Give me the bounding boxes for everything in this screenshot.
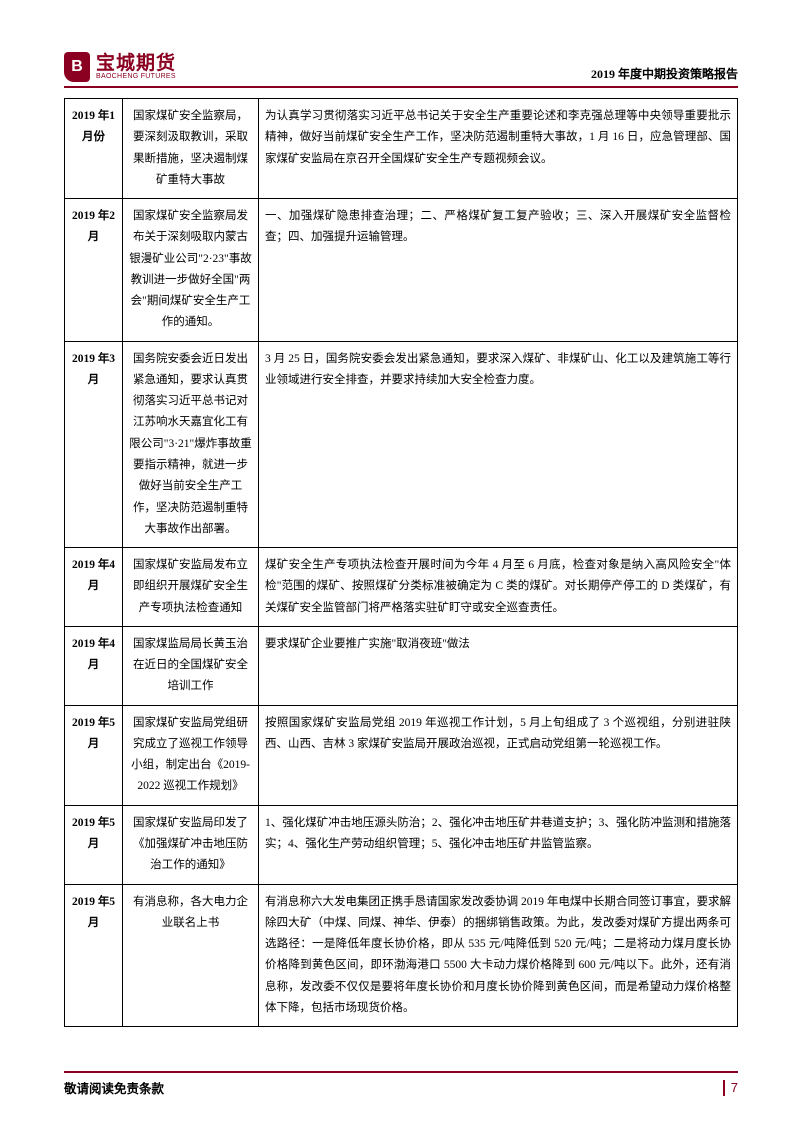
cell-title: 国家煤矿安全监察局发布关于深刻吸取内蒙古银漫矿业公司"2·23"事故教训进一步做… [123,199,259,342]
cell-body: 3 月 25 日，国务院安委会发出紧急通知，要求深入煤矿、非煤矿山、化工以及建筑… [259,341,738,547]
table-row: 2019 年2 月国家煤矿安全监察局发布关于深刻吸取内蒙古银漫矿业公司"2·23… [65,199,738,342]
table-row: 2019 年1 月份国家煤矿安全监察局，要深刻汲取教训，采取果断措施，坚决遏制煤… [65,99,738,199]
page-number: 7 [723,1080,738,1096]
page-number-value: 7 [731,1080,738,1095]
cell-body: 一、加强煤矿隐患排查治理；二、严格煤矿复工复产验收；三、深入开展煤矿安全监督检查… [259,199,738,342]
logo-mark-icon: B [64,52,90,82]
cell-title: 国家煤矿安监局印发了《加强煤矿冲击地压防治工作的通知》 [123,805,259,884]
cell-body: 煤矿安全生产专项执法检查开展时间为今年 4 月至 6 月底，检查对象是纳入高风险… [259,548,738,627]
logo-en: BAOCHENG FUTURES [96,73,176,80]
logo-cn: 宝城期货 [96,54,176,73]
table-row: 2019 年5 月国家煤矿安监局党组研究成立了巡视工作领导小组，制定出台《201… [65,705,738,805]
cell-date: 2019 年5 月 [65,705,123,805]
cell-title: 国务院安委会近日发出紧急通知，要求认真贯彻落实习近平总书记对江苏响水天嘉宜化工有… [123,341,259,547]
cell-body: 要求煤矿企业要推广实施"取消夜班"做法 [259,626,738,705]
cell-body: 有消息称六大发电集团正携手恳请国家发改委协调 2019 年电煤中长期合同签订事宜… [259,884,738,1027]
logo-text: 宝城期货 BAOCHENG FUTURES [96,54,176,80]
cell-date: 2019 年1 月份 [65,99,123,199]
page-header: B 宝城期货 BAOCHENG FUTURES 2019 年度中期投资策略报告 [64,52,738,88]
cell-title: 国家煤矿安监局党组研究成立了巡视工作领导小组，制定出台《2019-2022 巡视… [123,705,259,805]
cell-title: 国家煤监局局长黄玉治在近日的全国煤矿安全培训工作 [123,626,259,705]
page-number-bar-icon [723,1080,725,1096]
table-row: 2019 年4 月国家煤矿安监局发布立即组织开展煤矿安全生产专项执法检查通知煤矿… [65,548,738,627]
policy-table: 2019 年1 月份国家煤矿安全监察局，要深刻汲取教训，采取果断措施，坚决遏制煤… [64,98,738,1027]
table-row: 2019 年3 月国务院安委会近日发出紧急通知，要求认真贯彻落实习近平总书记对江… [65,341,738,547]
cell-date: 2019 年5 月 [65,805,123,884]
cell-title: 有消息称，各大电力企业联名上书 [123,884,259,1027]
cell-date: 2019 年5 月 [65,884,123,1027]
cell-date: 2019 年4 月 [65,548,123,627]
page-footer: 敬请阅读免责条款 7 [64,1071,738,1097]
cell-date: 2019 年4 月 [65,626,123,705]
cell-body: 为认真学习贯彻落实习近平总书记关于安全生产重要论述和李克强总理等中央领导重要批示… [259,99,738,199]
cell-date: 2019 年3 月 [65,341,123,547]
cell-title: 国家煤矿安全监察局，要深刻汲取教训，采取果断措施，坚决遏制煤矿重特大事故 [123,99,259,199]
table-row: 2019 年5 月国家煤矿安监局印发了《加强煤矿冲击地压防治工作的通知》1、强化… [65,805,738,884]
disclaimer-text: 敬请阅读免责条款 [64,1078,164,1097]
report-title: 2019 年度中期投资策略报告 [591,65,738,82]
cell-title: 国家煤矿安监局发布立即组织开展煤矿安全生产专项执法检查通知 [123,548,259,627]
table-row: 2019 年4 月国家煤监局局长黄玉治在近日的全国煤矿安全培训工作要求煤矿企业要… [65,626,738,705]
table-row: 2019 年5 月有消息称，各大电力企业联名上书有消息称六大发电集团正携手恳请国… [65,884,738,1027]
cell-body: 按照国家煤矿安监局党组 2019 年巡视工作计划，5 月上旬组成了 3 个巡视组… [259,705,738,805]
cell-date: 2019 年2 月 [65,199,123,342]
logo: B 宝城期货 BAOCHENG FUTURES [64,52,176,82]
cell-body: 1、强化煤矿冲击地压源头防治；2、强化冲击地压矿井巷道支护；3、强化防冲监测和措… [259,805,738,884]
